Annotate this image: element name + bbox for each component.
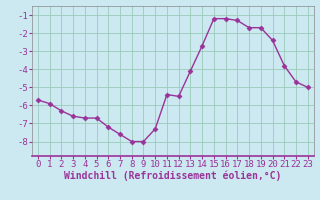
X-axis label: Windchill (Refroidissement éolien,°C): Windchill (Refroidissement éolien,°C) xyxy=(64,171,282,181)
